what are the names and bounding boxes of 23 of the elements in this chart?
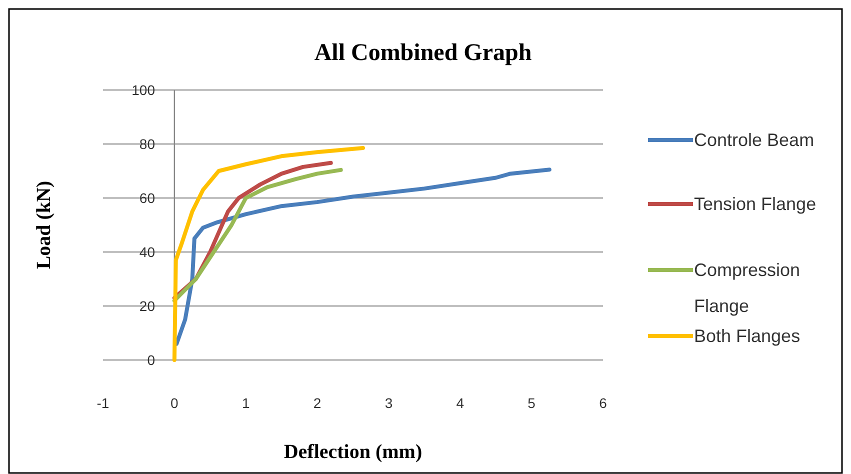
- legend-label: Tension Flange: [694, 194, 816, 214]
- y-tick-label: 100: [132, 82, 156, 98]
- legend-label: Both Flanges: [694, 326, 800, 346]
- x-tick-label: 4: [456, 395, 464, 411]
- y-tick-label: 60: [139, 190, 156, 206]
- legend-label: Compression Flange: [694, 260, 800, 316]
- x-tick-label: 1: [242, 395, 250, 411]
- x-tick-label: 3: [384, 395, 393, 411]
- x-tick-label: 2: [313, 395, 322, 411]
- x-tick-label: 5: [528, 395, 536, 411]
- legend-label: Controle Beam: [694, 130, 814, 150]
- y-tick-label: 40: [139, 244, 156, 260]
- x-tick-label: 6: [599, 395, 608, 411]
- x-tick-label: -1: [96, 395, 110, 411]
- line-series: [174, 168, 552, 346]
- y-tick-label: 20: [139, 298, 156, 314]
- line-series: [172, 146, 365, 362]
- x-tick-label: 0: [170, 395, 179, 411]
- y-axis-title: Load (kN): [33, 180, 55, 270]
- y-tick-label: 80: [139, 136, 156, 152]
- chart-title: All Combined Graph: [314, 40, 532, 66]
- x-axis-title: Deflection (mm): [284, 441, 422, 463]
- y-tick-label: 0: [147, 352, 156, 368]
